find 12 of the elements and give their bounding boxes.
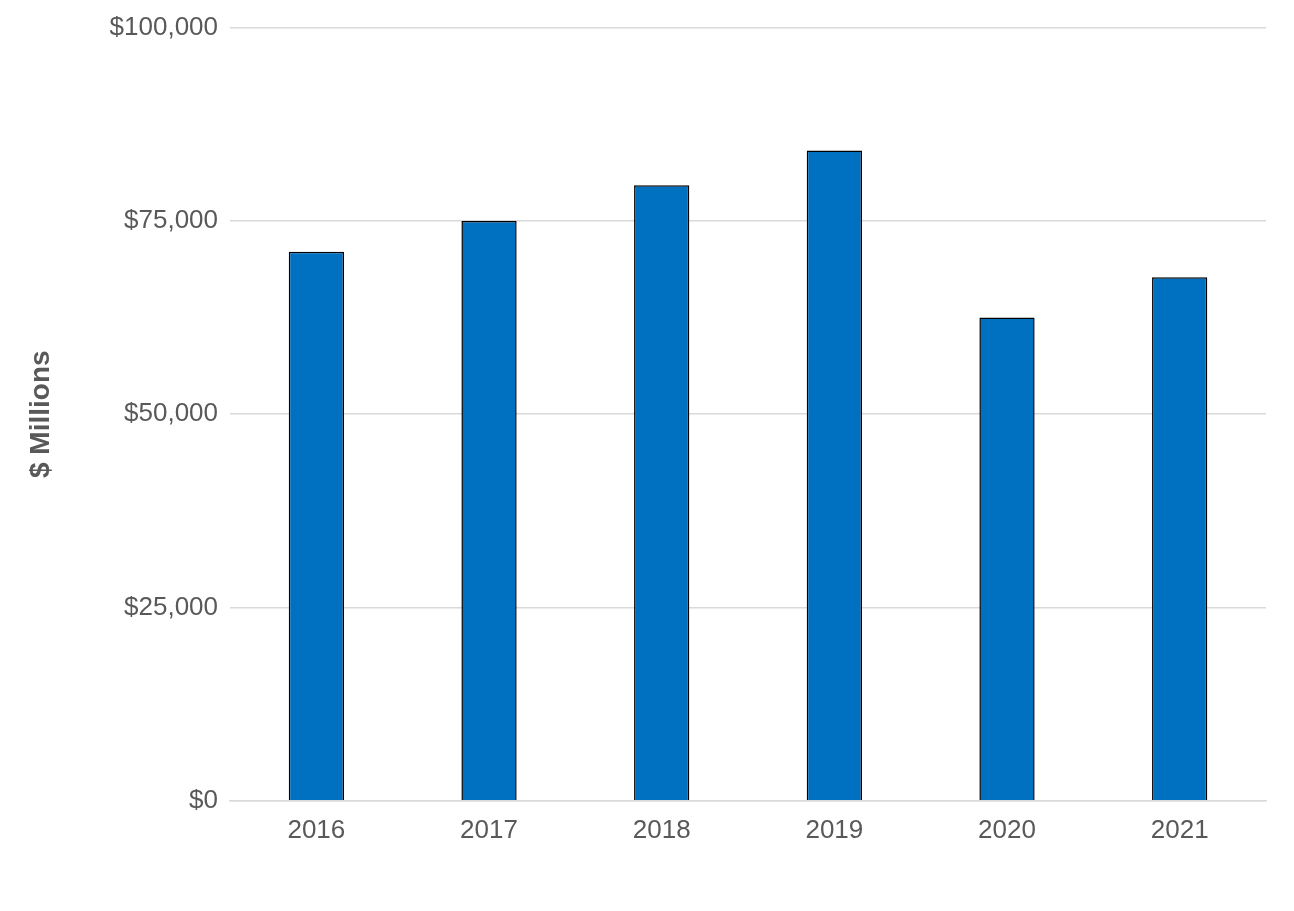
y-tick-label: $75,000 bbox=[124, 204, 219, 235]
x-tick-label: 2019 bbox=[805, 813, 864, 844]
x-tick-label: 2016 bbox=[287, 813, 346, 844]
x-tick-label: 2017 bbox=[460, 813, 518, 844]
y-tick-label: $25,000 bbox=[124, 590, 219, 621]
y-tick-label: $50,000 bbox=[124, 397, 219, 428]
y-tick-label: $100,000 bbox=[109, 10, 219, 41]
x-tick-label: 2021 bbox=[1150, 813, 1209, 844]
x-tick-label: 2020 bbox=[978, 813, 1036, 844]
y-axis-title: $ Millions bbox=[23, 350, 55, 478]
x-tick-label: 2018 bbox=[632, 813, 691, 844]
y-tick-label: $0 bbox=[189, 783, 219, 814]
